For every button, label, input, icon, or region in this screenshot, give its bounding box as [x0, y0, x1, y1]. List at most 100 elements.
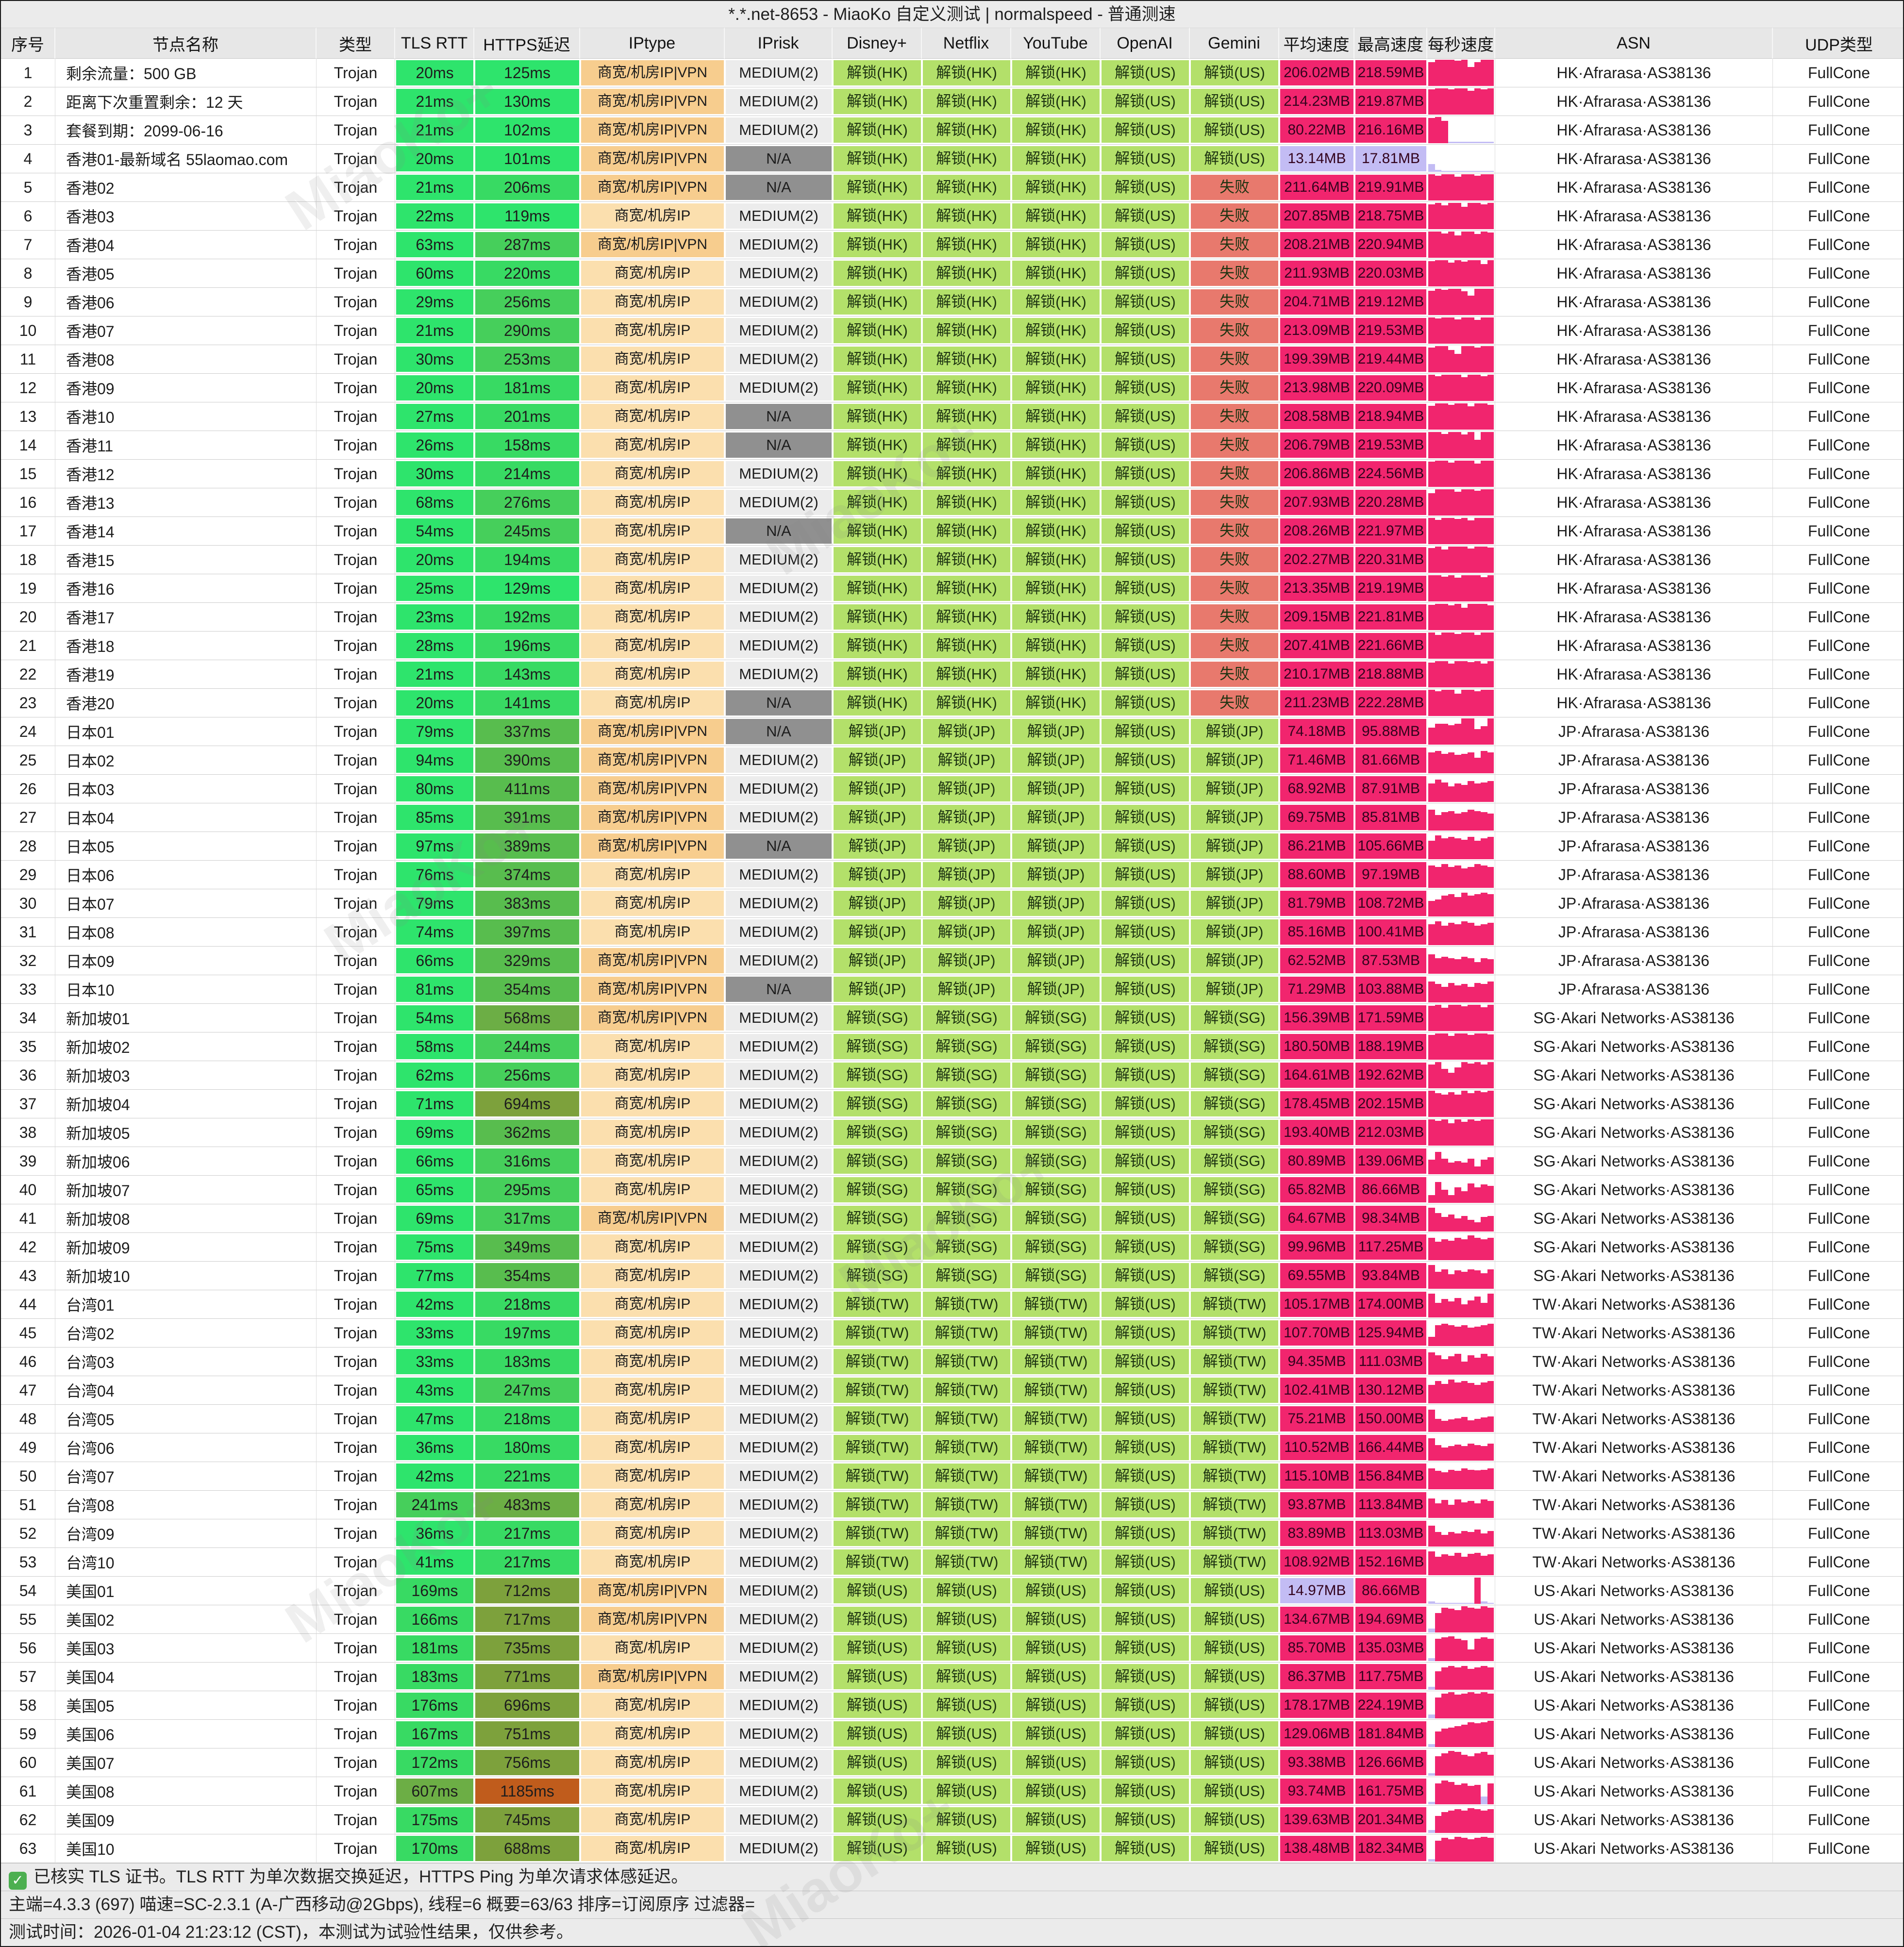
table-row: 14 香港11 Trojan 26ms 158ms 商宽/机房IP N/A 解锁(HK) 解锁(…	[1, 431, 1903, 460]
footer-test-time: 测试时间：2026-01-04 21:23:12 (CST)，本测试为试验性结果…	[1, 1918, 1903, 1946]
cell-avg: 178.45MB	[1279, 1090, 1354, 1118]
col-header-netflix: Netflix	[922, 28, 1011, 59]
table-header-row: 序号 节点名称 类型 TLS RTT HTTPS延迟 IPtype IPrisk Disney…	[1, 28, 1903, 59]
cell-spark	[1427, 488, 1495, 517]
table-row: 25 日本02 Trojan 94ms 390ms 商宽/机房IP|VPN MEDIUM(2…	[1, 746, 1903, 775]
table-row: 47 台湾04 Trojan 43ms 247ms 商宽/机房IP MEDIUM(2) 解锁(…	[1, 1376, 1903, 1405]
table-row: 13 香港10 Trojan 27ms 201ms 商宽/机房IP N/A 解锁(HK) 解锁(…	[1, 402, 1903, 431]
cell-spark	[1427, 832, 1495, 861]
cell-n: 28	[1, 832, 55, 861]
cell-netflix: 解锁(SG)	[922, 1118, 1011, 1147]
cell-rtt: 21ms	[395, 116, 474, 145]
cell-asn: HK·Afrarasa·AS38136	[1495, 632, 1773, 660]
cell-disney: 解锁(HK)	[833, 689, 922, 717]
cell-openai: 解锁(US)	[1101, 1634, 1190, 1663]
cell-risk: MEDIUM(2)	[725, 603, 833, 632]
cell-https: 201ms	[474, 402, 580, 431]
cell-max: 139.06MB	[1354, 1147, 1427, 1176]
cell-gemini: 解锁(SG)	[1190, 1061, 1279, 1090]
cell-disney: 解锁(TW)	[833, 1433, 922, 1462]
cell-type: Trojan	[317, 1691, 395, 1720]
cell-avg: 62.52MB	[1279, 947, 1354, 975]
cell-risk: MEDIUM(2)	[725, 1348, 833, 1376]
cell-iptype: 商宽/机房IP	[580, 460, 725, 488]
cell-gemini: 解锁(US)	[1190, 1605, 1279, 1634]
cell-yt: 解锁(TW)	[1011, 1491, 1101, 1519]
cell-yt: 解锁(HK)	[1011, 402, 1101, 431]
cell-spark	[1427, 173, 1495, 202]
cell-avg: 208.21MB	[1279, 231, 1354, 259]
cell-udp: FullCone	[1773, 889, 1903, 918]
cell-openai: 解锁(US)	[1101, 202, 1190, 231]
cell-gemini: 失败	[1190, 689, 1279, 717]
cell-udp: FullCone	[1773, 1519, 1903, 1548]
cell-type: Trojan	[317, 546, 395, 574]
cell-yt: 解锁(JP)	[1011, 717, 1101, 746]
cell-yt: 解锁(JP)	[1011, 746, 1101, 775]
cell-openai: 解锁(US)	[1101, 488, 1190, 517]
cell-name: 美国02	[55, 1605, 317, 1634]
cell-netflix: 解锁(SG)	[922, 1204, 1011, 1233]
speed-sparkline	[1428, 461, 1494, 487]
cell-https: 101ms	[474, 145, 580, 173]
cell-openai: 解锁(US)	[1101, 1032, 1190, 1061]
cell-asn: HK·Afrarasa·AS38136	[1495, 660, 1773, 689]
cell-max: 97.19MB	[1354, 861, 1427, 889]
cell-spark	[1427, 1262, 1495, 1290]
cell-yt: 解锁(HK)	[1011, 202, 1101, 231]
speed-sparkline	[1428, 747, 1494, 773]
table-row: 26 日本03 Trojan 80ms 411ms 商宽/机房IP|VPN MEDIUM(2…	[1, 775, 1903, 803]
cell-type: Trojan	[317, 717, 395, 746]
cell-avg: 65.82MB	[1279, 1176, 1354, 1204]
cell-netflix: 解锁(SG)	[922, 1032, 1011, 1061]
cell-risk: MEDIUM(2)	[725, 746, 833, 775]
speed-sparkline	[1428, 1234, 1494, 1260]
cell-disney: 解锁(JP)	[833, 717, 922, 746]
cell-asn: HK·Afrarasa·AS38136	[1495, 546, 1773, 574]
cell-max: 166.44MB	[1354, 1433, 1427, 1462]
cell-iptype: 商宽/机房IP	[580, 1348, 725, 1376]
table-row: 27 日本04 Trojan 85ms 391ms 商宽/机房IP|VPN MEDIUM(2…	[1, 803, 1903, 832]
speed-sparkline	[1428, 1635, 1494, 1661]
cell-risk: MEDIUM(2)	[725, 1519, 833, 1548]
table-row: 29 日本06 Trojan 76ms 374ms 商宽/机房IP MEDIUM(2) 解锁(…	[1, 861, 1903, 889]
table-row: 23 香港20 Trojan 20ms 141ms 商宽/机房IP N/A 解锁(HK) 解锁(…	[1, 689, 1903, 717]
cell-name: 日本10	[55, 975, 317, 1004]
cell-https: 397ms	[474, 918, 580, 947]
cell-max: 171.59MB	[1354, 1004, 1427, 1032]
cell-n: 21	[1, 632, 55, 660]
cell-udp: FullCone	[1773, 288, 1903, 316]
cell-disney: 解锁(SG)	[833, 1233, 922, 1262]
cell-risk: MEDIUM(2)	[725, 1319, 833, 1348]
cell-n: 23	[1, 689, 55, 717]
cell-asn: HK·Afrarasa·AS38136	[1495, 689, 1773, 717]
cell-disney: 解锁(US)	[833, 1720, 922, 1748]
cell-avg: 13.14MB	[1279, 145, 1354, 173]
cell-name: 新加坡01	[55, 1004, 317, 1032]
cell-max: 212.03MB	[1354, 1118, 1427, 1147]
cell-iptype: 商宽/机房IP	[580, 660, 725, 689]
speed-sparkline	[1428, 1205, 1494, 1231]
cell-yt: 解锁(US)	[1011, 1806, 1101, 1834]
cell-risk: MEDIUM(2)	[725, 259, 833, 288]
cell-netflix: 解锁(HK)	[922, 288, 1011, 316]
cell-netflix: 解锁(HK)	[922, 145, 1011, 173]
cell-type: Trojan	[317, 1061, 395, 1090]
cell-https: 217ms	[474, 1519, 580, 1548]
cell-disney: 解锁(HK)	[833, 116, 922, 145]
cell-yt: 解锁(HK)	[1011, 374, 1101, 402]
cell-gemini: 解锁(SG)	[1190, 1118, 1279, 1147]
cell-risk: MEDIUM(2)	[725, 1118, 833, 1147]
cell-iptype: 商宽/机房IP|VPN	[580, 746, 725, 775]
speed-sparkline	[1428, 1377, 1494, 1403]
cell-n: 36	[1, 1061, 55, 1090]
cell-openai: 解锁(US)	[1101, 1519, 1190, 1548]
cell-gemini: 解锁(JP)	[1190, 717, 1279, 746]
cell-netflix: 解锁(HK)	[922, 231, 1011, 259]
cell-max: 85.81MB	[1354, 803, 1427, 832]
cell-https: 192ms	[474, 603, 580, 632]
cell-openai: 解锁(US)	[1101, 517, 1190, 546]
cell-gemini: 失败	[1190, 517, 1279, 546]
cell-openai: 解锁(US)	[1101, 460, 1190, 488]
cell-gemini: 解锁(US)	[1190, 145, 1279, 173]
